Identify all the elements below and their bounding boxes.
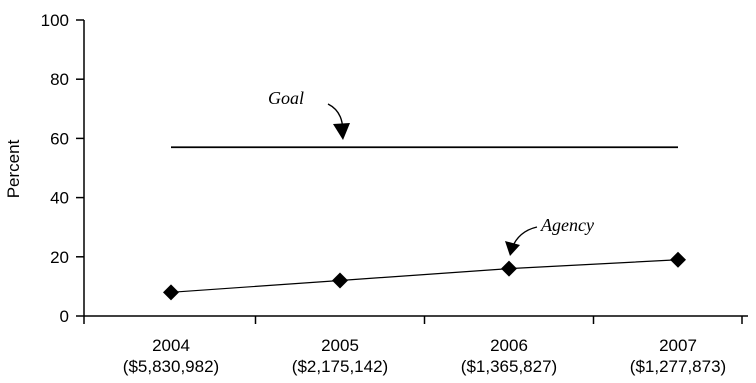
agency-annotation-label: Agency xyxy=(540,215,594,235)
annotations: Goal Agency xyxy=(268,88,594,256)
y-tick-label: 40 xyxy=(50,189,69,208)
x-tick-label-amount: ($5,830,982) xyxy=(123,357,219,376)
goal-arrowhead xyxy=(333,123,350,140)
y-tick-label: 80 xyxy=(50,70,69,89)
x-tick-label-year: 2004 xyxy=(152,336,190,355)
x-tick-label-amount: ($2,175,142) xyxy=(292,357,388,376)
x-tick-label-year: 2007 xyxy=(659,336,697,355)
y-tick-label: 60 xyxy=(50,129,69,148)
data-point xyxy=(501,260,517,277)
agency-arrowhead xyxy=(505,241,520,256)
x-axis: 2004 ($5,830,982) 2005 ($2,175,142) 2006 ($1,… xyxy=(83,315,748,376)
y-tick-label: 20 xyxy=(50,248,69,267)
data-point xyxy=(670,251,686,268)
x-tick-label-amount: ($1,277,873) xyxy=(630,357,726,376)
x-tick-label-year: 2006 xyxy=(490,336,528,355)
series-line-agency xyxy=(170,259,679,293)
x-tick-label-amount: ($1,365,827) xyxy=(461,357,557,376)
series-group xyxy=(163,251,686,301)
data-point xyxy=(163,284,179,301)
y-axis-label: Percent xyxy=(4,139,23,198)
data-point xyxy=(332,272,348,289)
y-tick-label: 0 xyxy=(60,307,69,326)
goal-annotation-label: Goal xyxy=(268,88,304,108)
y-tick-label: 100 xyxy=(41,11,69,30)
x-tick-label-year: 2005 xyxy=(321,336,359,355)
y-axis: 0 20 40 60 80 100 xyxy=(41,11,85,326)
